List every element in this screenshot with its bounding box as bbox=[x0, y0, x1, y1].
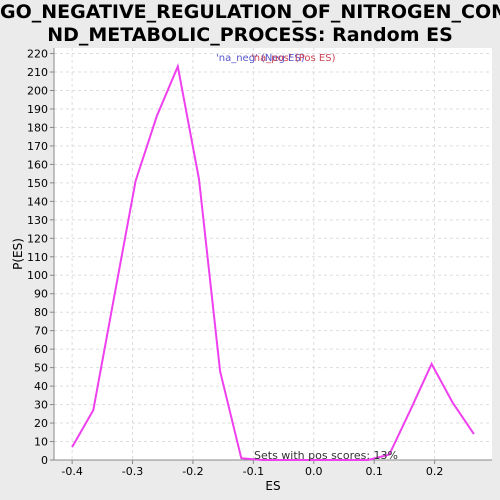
y-tick-label: 0 bbox=[41, 454, 48, 467]
y-tick-label: 90 bbox=[34, 288, 48, 301]
y-tick-label: 200 bbox=[27, 84, 48, 97]
y-tick-label: 30 bbox=[34, 399, 48, 412]
x-tick-label: -0.1 bbox=[243, 465, 264, 478]
y-tick-label: 150 bbox=[27, 177, 48, 190]
y-tick-label: 50 bbox=[34, 362, 48, 375]
x-tick-label: 0.1 bbox=[365, 465, 383, 478]
y-tick-label: 40 bbox=[34, 380, 48, 393]
y-tick-label: 170 bbox=[27, 140, 48, 153]
pos-scores-annotation: Sets with pos scores: 13% bbox=[254, 449, 398, 462]
y-tick-label: 180 bbox=[27, 121, 48, 134]
y-tick-label: 220 bbox=[27, 48, 48, 61]
y-tick-label: 110 bbox=[27, 251, 48, 264]
chart-title-line1: GO_NEGATIVE_REGULATION_OF_NITROGEN_COMPO… bbox=[0, 1, 500, 23]
y-tick-label: 160 bbox=[27, 158, 48, 171]
y-tick-label: 80 bbox=[34, 306, 48, 319]
y-axis-ticks: 0 10 20 30 40 50 60 70 80 90 100 110 120 130 140 150 160… bbox=[27, 48, 54, 467]
x-tick-label: -0.3 bbox=[122, 465, 143, 478]
y-tick-label: 100 bbox=[27, 269, 48, 282]
y-tick-label: 140 bbox=[27, 195, 48, 208]
y-tick-label: 20 bbox=[34, 417, 48, 430]
legend-neg: 'na_neg' (Neg ES) bbox=[216, 53, 305, 64]
y-tick-label: 190 bbox=[27, 103, 48, 116]
x-tick-label: 0.0 bbox=[305, 465, 323, 478]
x-tick-label: 0.2 bbox=[426, 465, 444, 478]
y-tick-label: 60 bbox=[34, 343, 48, 356]
x-tick-label: -0.4 bbox=[61, 465, 82, 478]
y-axis-label: P(ES) bbox=[11, 238, 25, 270]
x-axis-label: ES bbox=[265, 479, 280, 493]
plot-area bbox=[54, 48, 492, 460]
y-tick-label: 120 bbox=[27, 232, 48, 245]
y-tick-label: 130 bbox=[27, 214, 48, 227]
y-tick-label: 210 bbox=[27, 66, 48, 79]
x-axis-ticks: -0.4 -0.3 -0.2 -0.1 0.0 0.1 0.2 bbox=[61, 460, 443, 478]
grid-lines bbox=[54, 48, 492, 460]
y-tick-label: 10 bbox=[34, 436, 48, 449]
x-tick-label: -0.2 bbox=[182, 465, 203, 478]
es-density-curve bbox=[71, 63, 475, 461]
y-tick-label: 70 bbox=[34, 325, 48, 338]
legend-pos: 'na_pos' (Pos ES) bbox=[251, 53, 336, 64]
